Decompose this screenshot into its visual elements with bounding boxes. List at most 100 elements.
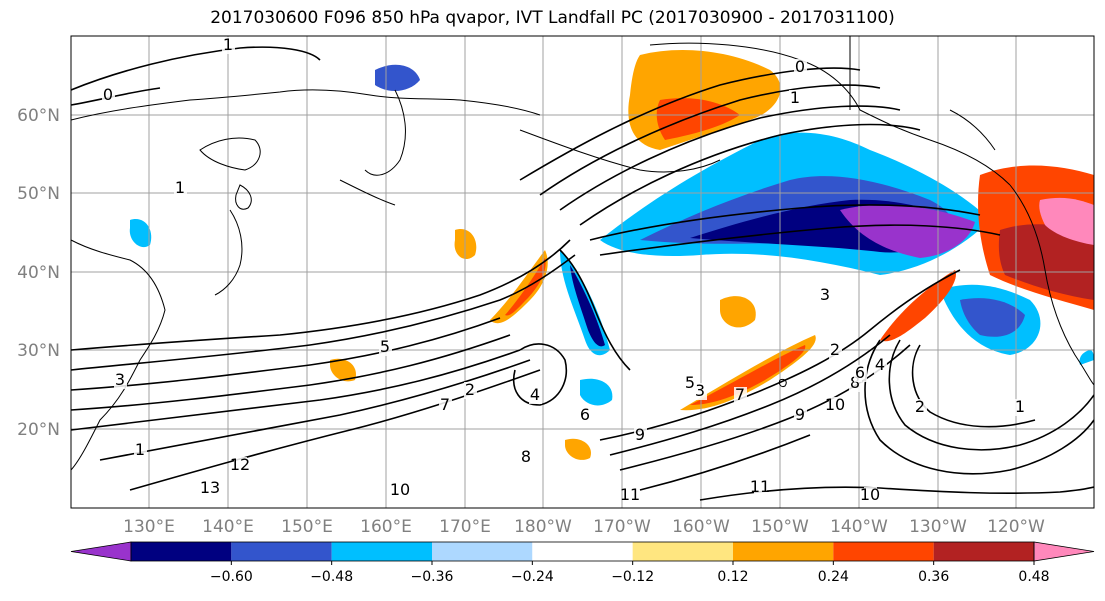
contour-label-bg bbox=[624, 487, 637, 504]
colorbar-tick-label: −0.48 bbox=[310, 569, 353, 585]
contour-label: 11 bbox=[750, 477, 770, 496]
shade-neg-small-2 bbox=[580, 378, 613, 406]
colorbar-tick-label: 0.48 bbox=[1018, 569, 1049, 585]
contour-label: 12 bbox=[230, 455, 250, 474]
lon-label: 150°E bbox=[281, 517, 333, 537]
contour-label-bg bbox=[222, 37, 235, 54]
contour-label: 7 bbox=[440, 395, 450, 414]
contour-label-bg bbox=[520, 449, 533, 466]
contour-label-bg bbox=[114, 372, 127, 389]
shade-pos-small-3 bbox=[565, 438, 591, 460]
contour-label-bg bbox=[794, 59, 807, 76]
contour-label: 5 bbox=[685, 373, 695, 392]
lon-label: 180°W bbox=[514, 517, 572, 537]
colorbar-segment bbox=[231, 542, 332, 561]
lon-label: 160°W bbox=[672, 517, 730, 537]
shade-pos-se-band bbox=[680, 335, 816, 411]
contour-label: 1 bbox=[223, 35, 233, 54]
lon-label: 120°W bbox=[987, 517, 1045, 537]
contour-label: 10 bbox=[390, 480, 410, 499]
shade-neg-trough-core bbox=[570, 265, 605, 347]
contour-label-bg bbox=[864, 487, 877, 504]
contour-7 bbox=[589, 204, 981, 241]
contour-label-bg bbox=[529, 387, 542, 404]
colorbar-segment bbox=[331, 542, 432, 561]
shade-pos-alaska-core bbox=[656, 98, 740, 140]
lat-labels: 60°N 50°N 40°N 30°N 20°N bbox=[17, 106, 60, 440]
contour-label: 6 bbox=[855, 363, 865, 382]
shade-neg-small-3 bbox=[129, 219, 152, 248]
contour-label: 2 bbox=[915, 397, 925, 416]
colorbar-extend-high bbox=[1033, 541, 1095, 562]
lon-label: 130°E bbox=[123, 517, 175, 537]
contour-label-bg bbox=[234, 457, 247, 474]
contour-label-bg bbox=[134, 442, 147, 459]
coast-asia-north bbox=[71, 89, 541, 121]
lon-label: 170°W bbox=[593, 517, 651, 537]
colorbar-extend-low bbox=[70, 541, 132, 562]
contour-label-bg bbox=[694, 383, 707, 400]
contour-3 bbox=[519, 67, 861, 181]
shade-pos-se-band-core bbox=[690, 345, 806, 405]
contour-2 bbox=[71, 87, 161, 106]
map-frame bbox=[70, 35, 1095, 509]
contour-label-bg bbox=[464, 382, 477, 399]
shade-pos-alaska bbox=[628, 50, 781, 150]
lat-label: 60°N bbox=[17, 106, 60, 126]
colorbar-segment bbox=[432, 542, 533, 561]
contour-label-bg bbox=[874, 357, 887, 374]
coast-aleutians bbox=[519, 129, 721, 173]
contour-label: 6 bbox=[580, 405, 590, 424]
contour-24 bbox=[559, 249, 631, 371]
lat-label: 50°N bbox=[17, 184, 60, 204]
colorbar-segment bbox=[733, 542, 834, 561]
contour-label-bg bbox=[439, 397, 452, 414]
shade-neg-east-core bbox=[960, 298, 1025, 337]
contour-label-bg bbox=[1014, 399, 1027, 416]
coast-canada-islands bbox=[949, 109, 996, 151]
shade-pos-central bbox=[880, 270, 956, 342]
colorbar-outline bbox=[130, 541, 1035, 562]
colorbar: −0.60 −0.48 −0.36 −0.24 −0.12 0.12 0.24 0.36 0.4… bbox=[70, 541, 1095, 585]
lon-label: 140°E bbox=[202, 517, 254, 537]
contour-label-bg bbox=[734, 387, 747, 404]
coast-japan bbox=[214, 209, 243, 296]
contour-label: 5 bbox=[380, 337, 390, 356]
contour-22 bbox=[911, 344, 1036, 428]
contour-label-bg bbox=[829, 342, 842, 359]
contour-23 bbox=[699, 486, 1094, 501]
lon-label: 140°W bbox=[830, 517, 888, 537]
shade-neg-gulf-purple bbox=[840, 204, 975, 258]
contour-1 bbox=[71, 46, 321, 91]
map-title: 2017030600 F096 850 hPa qvapor, IVT Land… bbox=[210, 8, 895, 28]
contour-label-bg bbox=[174, 180, 187, 197]
colorbar-tick-label: 0.24 bbox=[818, 569, 849, 585]
contour-label: 11 bbox=[620, 485, 640, 504]
contour-label: 13 bbox=[200, 478, 220, 497]
contour-label-bg bbox=[794, 407, 807, 424]
contour-15 bbox=[129, 369, 541, 491]
coast-korea-china bbox=[71, 239, 166, 471]
contour-label-bg bbox=[789, 90, 802, 107]
contour-label-bg bbox=[204, 480, 217, 497]
colorbar-segment bbox=[933, 542, 1034, 561]
contour-label: 8 bbox=[521, 447, 531, 466]
colorbar-segment bbox=[131, 542, 232, 561]
contour-label: 0 bbox=[795, 57, 805, 76]
coast-na-west bbox=[1009, 184, 1094, 386]
contour-17 bbox=[609, 334, 891, 456]
coast-kamchatka bbox=[364, 89, 406, 176]
contour-label: 3 bbox=[695, 381, 705, 400]
colorbar-tick-label: −0.60 bbox=[210, 569, 253, 585]
contour-label-bg bbox=[634, 427, 647, 444]
colorbar-segment bbox=[632, 542, 733, 561]
lon-label: 130°W bbox=[909, 517, 967, 537]
colorbar-tick-label: −0.36 bbox=[411, 569, 454, 585]
contour-label: 2 bbox=[465, 380, 475, 399]
colorbar-tick-label: 0.12 bbox=[717, 569, 748, 585]
contour-label: 0 bbox=[103, 85, 113, 104]
contour-4 bbox=[539, 84, 881, 196]
colorbar-tick-label: −0.24 bbox=[511, 569, 554, 585]
contour-21 bbox=[888, 339, 1094, 451]
